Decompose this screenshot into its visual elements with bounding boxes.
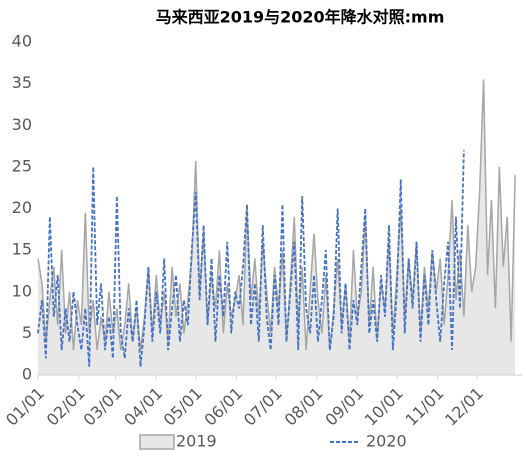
line (37, 150, 465, 367)
legend-swatch (139, 434, 175, 450)
x-tick-label: 08/01 (281, 384, 327, 430)
y-tick-label: 15 (12, 240, 32, 259)
chart-title: 马来西亚2019与2020年降水对照:mm (156, 8, 445, 27)
x-tick-label: 01/01 (2, 384, 48, 430)
x-tick-label: 12/01 (441, 384, 487, 430)
y-tick-label: 10 (12, 281, 32, 300)
x-tick-label: 11/01 (402, 384, 448, 430)
x-tick-label: 03/01 (80, 384, 126, 430)
x-tick-label: 06/01 (200, 384, 246, 430)
y-tick-label: 5 (22, 323, 32, 342)
y-tick-label: 40 (12, 32, 32, 51)
x-tick-label: 05/01 (160, 384, 206, 430)
legend-label: 2020 (366, 432, 407, 451)
y-tick-label: 30 (12, 115, 32, 134)
y-tick-label: 20 (12, 198, 32, 217)
x-tick-label: 10/01 (361, 384, 407, 430)
x-tick-label: 07/01 (240, 384, 286, 430)
y-tick-label: 25 (12, 156, 32, 175)
x-tick-label: 04/01 (120, 384, 166, 430)
y-tick-label: 35 (12, 73, 32, 92)
x-tick-label: 09/01 (321, 384, 367, 430)
legend-label: 2019 (176, 432, 217, 451)
y-tick-label: 0 (22, 365, 32, 384)
x-tick-label: 02/01 (43, 384, 89, 430)
